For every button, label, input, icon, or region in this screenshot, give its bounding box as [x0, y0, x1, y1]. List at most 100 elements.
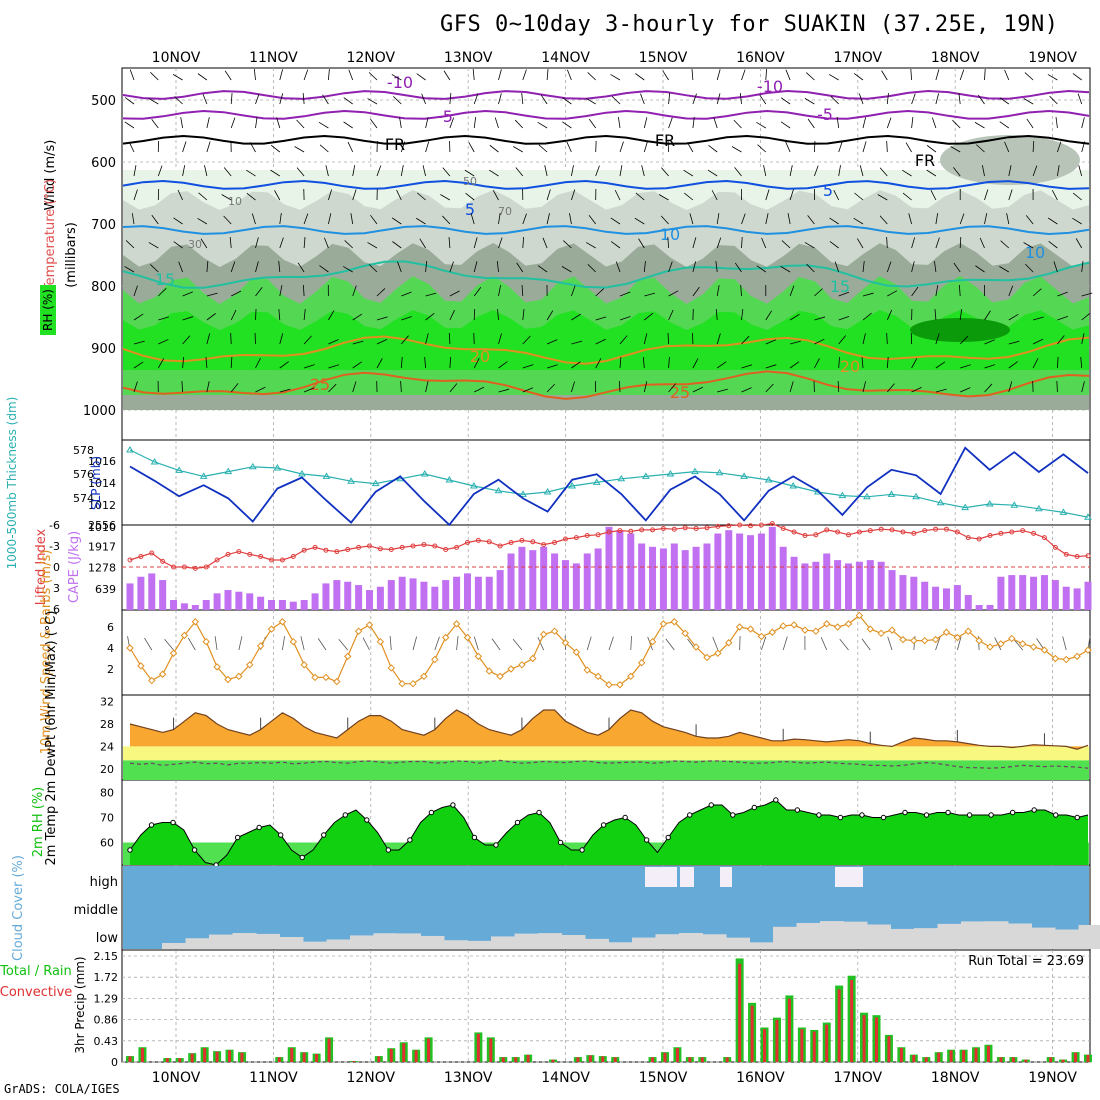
wind-barb	[911, 261, 915, 273]
wind-barb	[662, 70, 669, 81]
wind-barb	[595, 288, 605, 297]
wind-speed-point	[1051, 654, 1060, 663]
wind-speed-point	[158, 670, 167, 678]
wind-barb	[124, 266, 135, 273]
wind-barb	[807, 118, 815, 129]
precip-convective-bar	[912, 1054, 916, 1062]
wind-barb-10m	[282, 636, 285, 651]
wind-barb	[1024, 72, 1034, 81]
wind-speed-point	[637, 658, 646, 667]
wind-barb	[684, 192, 694, 201]
cape-bar	[594, 548, 602, 610]
rh-point	[428, 809, 435, 816]
wind-barb	[641, 165, 645, 177]
rh-point	[1031, 807, 1037, 813]
wind-barb	[691, 69, 694, 81]
cape-bar	[855, 561, 863, 610]
wind-barb	[830, 96, 839, 105]
wind-speed-point	[191, 618, 200, 626]
wind-barb	[124, 121, 135, 129]
cape-bar	[725, 530, 733, 610]
rh-point	[643, 837, 650, 843]
wind-barb	[571, 285, 576, 297]
wind-barb	[977, 94, 985, 105]
wind-barb	[756, 265, 767, 273]
wind-barb-10m	[586, 636, 592, 651]
lifted-index-point	[835, 529, 841, 535]
low-cloud-fill	[279, 937, 304, 949]
wind-barb	[734, 262, 742, 273]
wind-barb	[376, 288, 386, 297]
wind-speed-point	[692, 643, 700, 651]
wind-barb	[814, 140, 816, 153]
wind-barb	[881, 70, 888, 81]
precip-convective-bar	[1086, 1054, 1090, 1062]
wind-barb	[668, 357, 670, 369]
wind-barb	[561, 266, 572, 273]
wind-barb	[151, 118, 159, 129]
wind-speed-point	[278, 618, 287, 626]
rh-point	[687, 812, 693, 818]
precip-convective-bar	[1024, 1059, 1028, 1062]
isotherm-5	[122, 179, 1090, 190]
lifted-index-axis-label: Lifted Index	[34, 528, 49, 605]
precip-convective-bar	[1074, 1052, 1078, 1062]
thickness-point	[494, 486, 503, 494]
lifted-index-tick-label: 3	[53, 582, 60, 595]
lifted-index-point	[203, 564, 209, 570]
wind-barb	[343, 121, 353, 129]
rh-point	[407, 837, 413, 843]
lifted-index-point	[824, 527, 830, 533]
wind-barb-10m	[647, 636, 653, 651]
low-cloud-fill	[796, 922, 821, 949]
thickness-point	[445, 476, 454, 483]
wind-barb	[566, 141, 572, 153]
pressure-tick-label: 1000	[83, 404, 116, 419]
wind-barb	[324, 237, 329, 249]
wind-barb	[716, 213, 720, 225]
wind-barb	[911, 117, 914, 129]
wind-speed-point	[583, 666, 591, 674]
wind-barb	[765, 364, 777, 369]
wind-barb	[716, 93, 721, 105]
wind-barb	[496, 261, 499, 273]
wind-barb	[1057, 315, 1068, 321]
date-label-top: 10NOV	[152, 50, 201, 66]
rh-point	[945, 809, 951, 816]
wind-barb	[569, 213, 572, 225]
wind-barb	[251, 213, 256, 225]
low-cloud-fill	[185, 938, 210, 949]
cape-bar	[180, 603, 188, 610]
date-label-bottom: 12NOV	[346, 1070, 395, 1086]
wind-barb	[667, 140, 669, 153]
wind-speed-point	[855, 611, 864, 620]
wind-barb	[1023, 242, 1034, 249]
cape-bar	[877, 561, 885, 610]
precip-convective-bar	[862, 1015, 866, 1062]
lifted-index-point	[345, 547, 351, 552]
lifted-index-point	[1009, 529, 1015, 535]
cape-bar	[376, 586, 384, 610]
wind-tick-label: 2	[107, 663, 114, 676]
cape-axis-label: CAPE (J/kg)	[67, 531, 82, 603]
wind-barb	[473, 117, 477, 129]
wind-barb	[296, 167, 305, 177]
wind-barb	[759, 94, 767, 105]
wind-barb	[902, 192, 912, 201]
wind-barb	[765, 189, 770, 201]
wind-barb	[926, 169, 937, 177]
wind-barb	[834, 261, 840, 273]
wind-barb	[522, 213, 527, 225]
wind-speed-point	[561, 639, 570, 647]
wind-barb	[498, 388, 510, 393]
wind-barb	[960, 387, 971, 393]
wind-barb	[1055, 117, 1058, 129]
precip-convective-bar	[240, 1052, 244, 1062]
wind-barb	[473, 261, 478, 273]
cape-bar	[278, 600, 286, 610]
wind-barb	[181, 380, 183, 393]
wind-barb	[953, 262, 961, 273]
wind-barb	[1032, 358, 1039, 369]
wind-barb	[255, 386, 266, 393]
lifted-index-point	[976, 536, 982, 542]
